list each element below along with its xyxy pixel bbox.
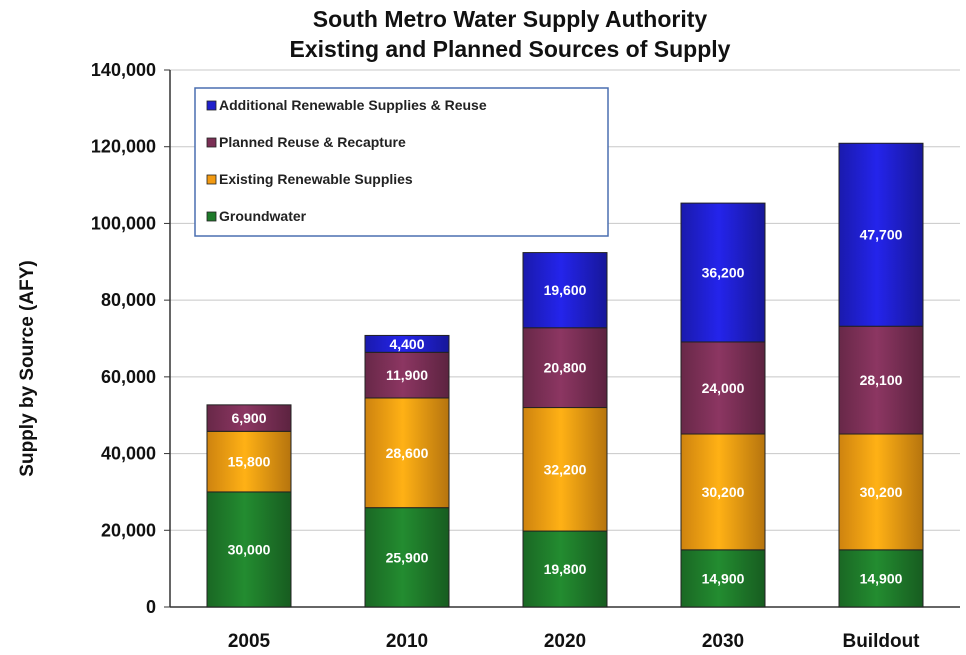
bar-segment (680, 433, 766, 551)
y-tick-label: 40,000 (101, 444, 156, 464)
data-label: 28,100 (860, 372, 903, 388)
bar-segment (364, 351, 450, 399)
bar-segment (522, 407, 608, 532)
data-label: 11,900 (386, 367, 428, 383)
data-label: 19,800 (544, 561, 587, 577)
bar-segment (364, 334, 450, 353)
y-tick-label: 0 (146, 597, 156, 617)
bar-segment (522, 327, 608, 409)
chart-title: South Metro Water Supply Authority (312, 6, 708, 32)
x-tick-label: 2030 (702, 631, 744, 652)
bar-segment (206, 404, 292, 432)
y-axis-label: Supply by Source (AFY) (17, 260, 38, 476)
data-label: 47,700 (860, 227, 903, 243)
x-tick-label: 2020 (544, 631, 586, 652)
data-label: 25,900 (386, 549, 429, 565)
y-tick-label: 80,000 (101, 290, 156, 310)
data-label: 28,600 (386, 445, 429, 461)
data-label: 6,900 (231, 410, 266, 426)
data-label: 24,000 (702, 380, 745, 396)
bar-segment (364, 507, 450, 608)
legend-label: Existing Renewable Supplies (219, 171, 413, 187)
bar-segment (522, 252, 608, 329)
legend-label: Planned Reuse & Recapture (219, 134, 406, 150)
bar-segment (680, 202, 766, 343)
data-label: 30,200 (702, 484, 745, 500)
data-label: 14,900 (702, 570, 745, 586)
legend-label: Groundwater (219, 208, 307, 224)
legend-swatch (206, 100, 217, 111)
data-label: 32,200 (544, 461, 587, 477)
data-label: 19,600 (544, 282, 587, 298)
y-tick-label: 120,000 (91, 137, 156, 157)
y-tick-label: 140,000 (91, 60, 156, 80)
bar-segment (522, 530, 608, 608)
bar-segment (838, 549, 924, 608)
data-label: 36,200 (702, 265, 745, 281)
data-label: 15,800 (228, 454, 271, 470)
legend-swatch (206, 137, 217, 148)
chart-subtitle: Existing and Planned Sources of Supply (289, 36, 731, 62)
bar-segment (206, 430, 292, 493)
bar-segment (364, 397, 450, 509)
data-label: 20,800 (544, 360, 587, 376)
legend-label: Additional Renewable Supplies & Reuse (219, 97, 487, 113)
y-tick-label: 20,000 (101, 520, 156, 540)
bar-segment (838, 325, 924, 435)
legend-swatch (206, 174, 217, 185)
bar-segment (206, 491, 292, 608)
bar-segment (680, 549, 766, 608)
data-label: 30,200 (860, 484, 903, 500)
data-label: 4,400 (389, 336, 424, 352)
legend-swatch (206, 211, 217, 222)
legend-box (194, 87, 609, 237)
data-label: 14,900 (860, 570, 903, 586)
y-tick-label: 100,000 (91, 213, 156, 233)
bar-segment (680, 341, 766, 435)
y-tick-label: 60,000 (101, 367, 156, 387)
data-label: 30,000 (228, 541, 271, 557)
x-tick-label: 2005 (228, 631, 271, 652)
x-tick-label: 2010 (386, 631, 428, 652)
bar-segment (838, 142, 924, 327)
bar-segment (838, 433, 924, 551)
x-tick-label: Buildout (842, 631, 920, 652)
